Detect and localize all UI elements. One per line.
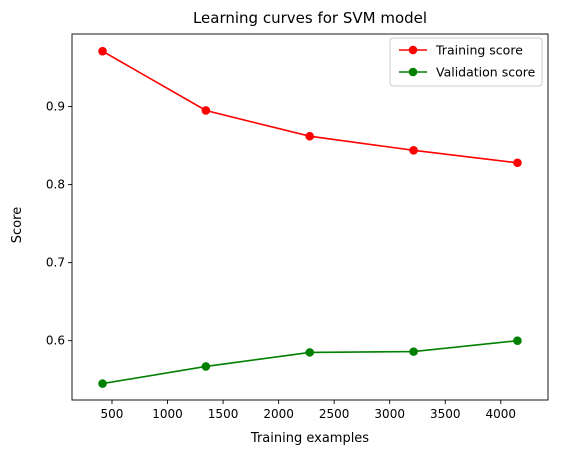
series-1-point-3 <box>409 347 418 356</box>
legend: Training score Validation score <box>389 37 543 87</box>
series-0-point-1 <box>201 106 211 115</box>
legend-marker-0 <box>408 45 418 55</box>
y-tick-label: 0.6 <box>46 334 65 348</box>
axes: 500 1000 1500 2000 2500 3000 3500 4000 0.6 0.7 0.8… <box>46 33 549 421</box>
x-tick-label: 1500 <box>208 407 239 421</box>
y-tick-label: 0.7 <box>46 256 65 270</box>
x-tick-label: 4000 <box>486 407 517 421</box>
series-1-point-2 <box>305 348 315 357</box>
y-tick-label: 0.8 <box>46 178 65 192</box>
x-tick-label: 2500 <box>319 407 350 421</box>
y-tick-label: 0.9 <box>46 100 65 114</box>
series-1-point-0 <box>98 379 107 388</box>
x-tick-label: 3500 <box>430 407 461 421</box>
legend-marker-1 <box>408 67 418 77</box>
x-tick-label: 500 <box>101 407 124 421</box>
x-tick-label: 3000 <box>374 407 405 421</box>
x-axis-label: Training examples <box>250 431 369 446</box>
series-1-point-4 <box>513 336 522 345</box>
legend-label-0: Training score <box>435 43 523 58</box>
x-tick-label: 1000 <box>152 407 183 421</box>
legend-label-1: Validation score <box>436 65 536 80</box>
series-0-point-3 <box>409 145 418 155</box>
y-axis-label: Score <box>10 207 25 243</box>
axes-frame <box>71 33 549 401</box>
series-1-point-1 <box>201 362 211 371</box>
x-tick-label: 2000 <box>263 407 294 421</box>
plot-area <box>98 46 522 388</box>
series-0-point-2 <box>305 131 315 141</box>
series-0-point-4 <box>513 158 522 168</box>
series-0-point-0 <box>98 46 107 56</box>
legend-box <box>389 37 543 87</box>
chart-title: Learning curves for SVM model <box>193 9 427 27</box>
